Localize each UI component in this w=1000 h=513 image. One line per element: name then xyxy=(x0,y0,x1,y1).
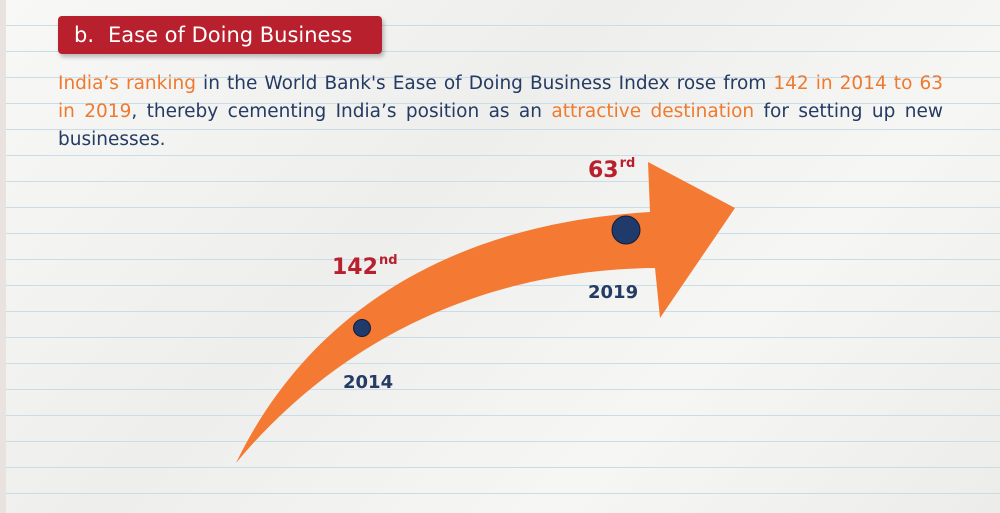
rank-value-2019: 63 xyxy=(588,158,619,183)
rank-suffix-2014: nd xyxy=(378,253,398,268)
rank-suffix-2019: rd xyxy=(619,156,636,171)
rank-value-2014: 142 xyxy=(332,255,378,280)
intro-text-3: for setting up new businesses. xyxy=(58,101,943,150)
intro-text-1: in the World Bank's Ease of Doing Busine… xyxy=(195,73,774,94)
marker-2019 xyxy=(611,215,641,245)
rank-label-2019: 63rd xyxy=(588,156,636,183)
intro-highlight-ranking: India’s ranking xyxy=(58,73,196,94)
section-header: b. Ease of Doing Business xyxy=(58,16,382,54)
intro-text-2: , thereby cementing India’s position as … xyxy=(131,101,552,122)
marker-2014 xyxy=(353,319,371,337)
year-label-2019: 2019 xyxy=(588,282,639,303)
margin-line xyxy=(0,0,6,513)
growth-arrow xyxy=(236,162,735,463)
intro-highlight-destination: attractive destination xyxy=(551,101,755,122)
rank-label-2014: 142nd xyxy=(332,253,398,280)
intro-paragraph: India’s ranking in the World Bank's Ease… xyxy=(58,70,943,154)
intro-highlight-years: 142 in 2014 to 63 in 2019 xyxy=(58,73,943,122)
section-title: Ease of Doing Business xyxy=(108,23,353,47)
section-letter: b. xyxy=(74,23,95,47)
year-label-2014: 2014 xyxy=(343,372,394,393)
